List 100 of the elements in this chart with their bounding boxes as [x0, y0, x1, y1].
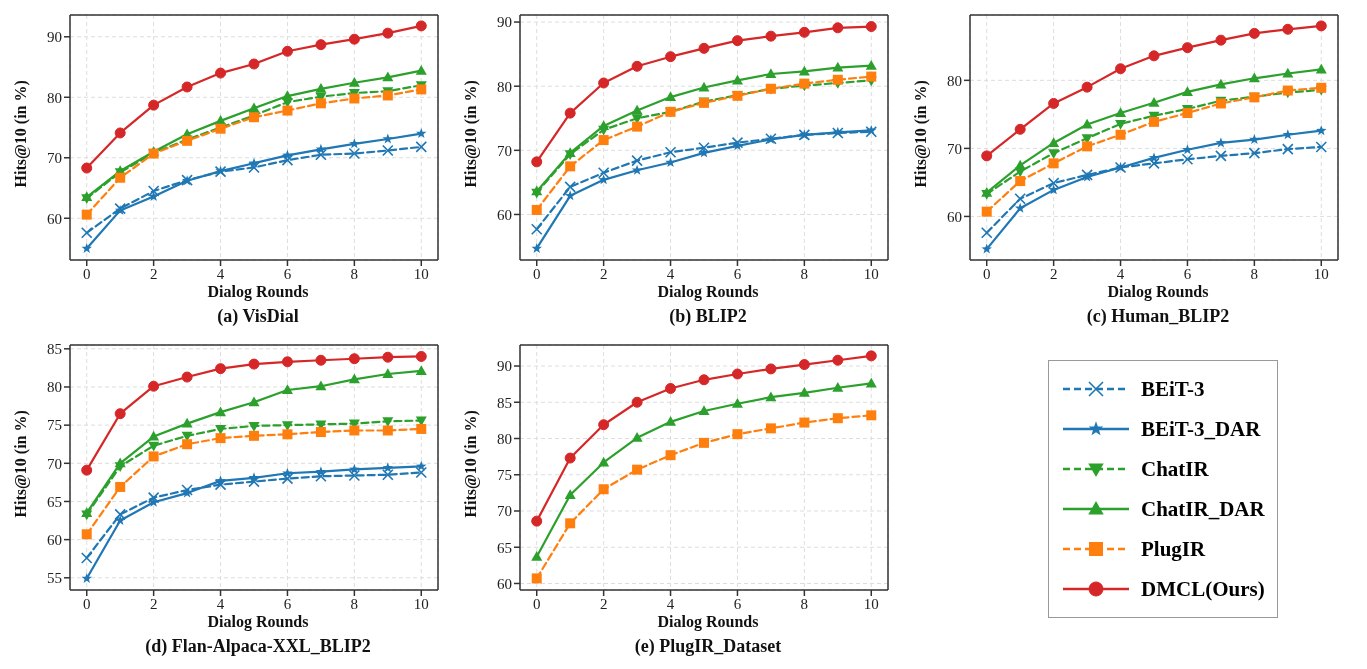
point [598, 77, 610, 89]
point [731, 397, 743, 408]
point [315, 466, 327, 477]
point [832, 413, 843, 424]
x-tick-label: 8 [350, 265, 359, 282]
point [382, 468, 394, 481]
point [1181, 86, 1193, 96]
point [1081, 81, 1093, 93]
text: (d) Flan-Alpaca-XXL_BLIP2 [144, 636, 372, 657]
point [1148, 97, 1160, 107]
text: (c) Human_BLIP2 [1085, 306, 1231, 327]
point [597, 166, 610, 179]
y-tick-label: 70 [497, 503, 512, 520]
point [564, 489, 576, 500]
x-axis-title: Dialog Rounds [656, 283, 760, 301]
x-tick-label: 2 [149, 595, 158, 612]
point [1315, 141, 1328, 153]
point [248, 161, 260, 174]
point [215, 433, 226, 444]
x-axis-title: Dialog Rounds [206, 283, 310, 301]
point [631, 60, 643, 72]
x-tick-label: 0 [532, 265, 541, 282]
x-tick-label: 0 [82, 595, 91, 612]
point [981, 206, 992, 217]
x-axis-title: Dialog Rounds [656, 613, 760, 631]
point [1048, 158, 1059, 169]
point [348, 353, 360, 365]
y-tick-label: 90 [497, 358, 512, 375]
point [315, 98, 326, 109]
point [1282, 23, 1294, 35]
point [348, 469, 361, 482]
x-axis-title: Dialog Rounds [206, 613, 310, 631]
point [114, 408, 126, 420]
point [866, 410, 877, 421]
point [1315, 20, 1327, 32]
point [665, 157, 676, 167]
point [565, 518, 576, 529]
legend-label: BEiT-3_DAR [1141, 416, 1261, 442]
point [1148, 50, 1160, 62]
point [565, 161, 576, 172]
point [348, 33, 360, 45]
y-tick-label: 80 [947, 72, 962, 89]
y-axis-title: Hits@10 (in %) [11, 410, 30, 518]
point [731, 136, 744, 149]
point [281, 421, 293, 431]
point [382, 133, 394, 144]
point [731, 35, 743, 47]
point [1282, 129, 1294, 140]
point [148, 380, 160, 392]
point [865, 377, 877, 388]
point [1181, 153, 1194, 166]
point [382, 71, 394, 82]
point [798, 387, 810, 397]
point [1115, 107, 1127, 117]
y-axis-title: Hits@10 (in %) [461, 80, 480, 188]
point [382, 368, 394, 378]
point [665, 416, 677, 426]
point [564, 181, 576, 193]
point [1048, 149, 1060, 159]
point [798, 359, 810, 371]
x-tick-label: 6 [733, 265, 742, 282]
point [315, 427, 326, 438]
point [181, 81, 193, 93]
point [1015, 176, 1026, 187]
x-tick-label: 8 [800, 265, 809, 282]
point [416, 423, 427, 434]
point [1115, 129, 1126, 140]
point [531, 156, 543, 168]
y-tick-label: 85 [497, 394, 512, 411]
point [1249, 134, 1260, 144]
point [1315, 63, 1327, 74]
point [415, 141, 428, 153]
point [732, 429, 743, 440]
point [698, 405, 710, 415]
point [1215, 78, 1227, 89]
point [1282, 67, 1294, 78]
point [1082, 141, 1093, 152]
point [1215, 137, 1227, 148]
x-tick-label: 6 [283, 265, 292, 282]
point [148, 451, 159, 462]
y-axis-title: Hits@10 (in %) [11, 80, 30, 188]
point [148, 441, 160, 452]
point [980, 226, 993, 239]
point [182, 439, 193, 450]
point [81, 464, 93, 476]
point [1182, 108, 1193, 118]
point [598, 419, 610, 431]
legend-label: BEiT-3 [1141, 376, 1205, 402]
point [1248, 72, 1260, 83]
x-tick-label: 4 [666, 595, 675, 612]
point [564, 107, 576, 119]
point [215, 424, 227, 435]
x-tick-label: 8 [1250, 265, 1259, 282]
x-tick-label: 8 [350, 595, 359, 612]
point [531, 573, 542, 584]
point [281, 90, 293, 101]
point [282, 149, 293, 160]
point [416, 128, 427, 139]
y-tick-label: 80 [497, 78, 512, 95]
point [81, 243, 92, 253]
